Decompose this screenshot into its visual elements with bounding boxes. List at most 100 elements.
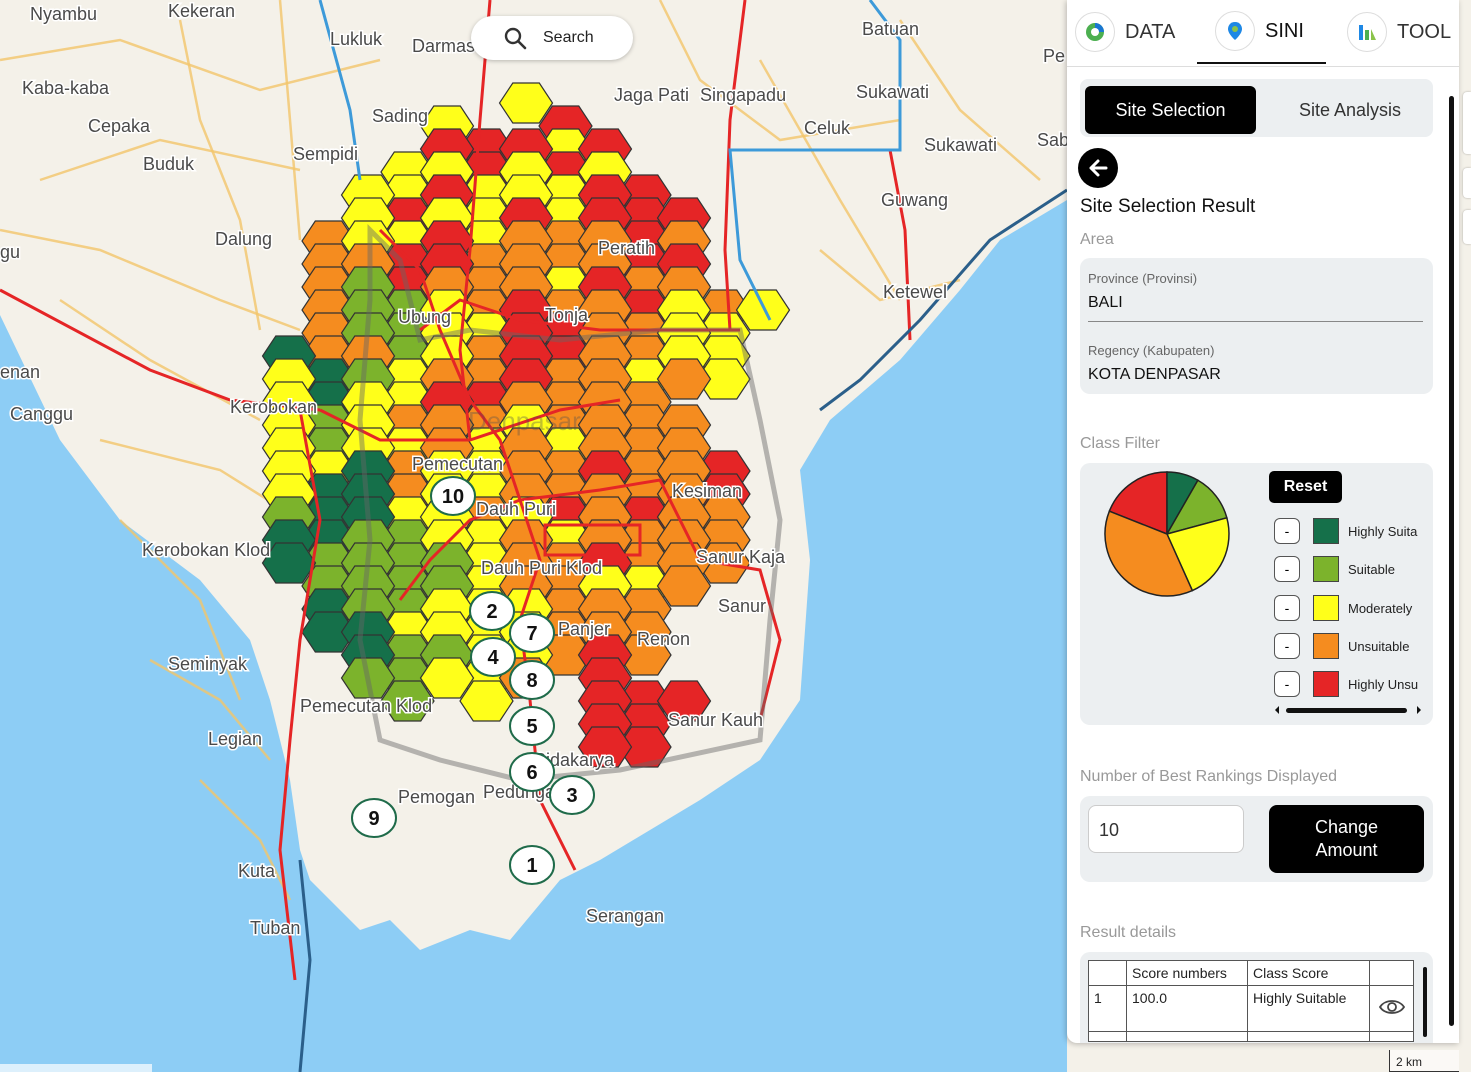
reset-button[interactable]: Reset xyxy=(1269,471,1342,503)
place-label: Seminyak xyxy=(168,654,248,674)
hexagon-cell[interactable] xyxy=(380,680,435,722)
hexagon-cell[interactable] xyxy=(340,657,396,699)
rank-marker[interactable]: 2 xyxy=(469,591,515,631)
class-toggle-button[interactable]: - xyxy=(1274,671,1300,697)
legend-scrollbar[interactable] xyxy=(1273,705,1423,715)
place-label: Kaba-kaba xyxy=(22,78,110,98)
place-label: Canggu xyxy=(10,404,73,424)
rank-marker[interactable]: 7 xyxy=(509,613,555,653)
back-button[interactable] xyxy=(1078,148,1118,188)
class-toggle-button[interactable]: - xyxy=(1274,633,1300,659)
rankings-label: Number of Best Rankings Displayed xyxy=(1080,768,1338,785)
hexagon-cell[interactable] xyxy=(577,726,633,768)
tab-tool[interactable]: TOOL xyxy=(1347,0,1451,64)
legend-scrollbar-thumb[interactable] xyxy=(1286,708,1407,713)
marker-badge xyxy=(549,775,595,815)
results-box: Score numbers Class Score 1 100.0 Highly… xyxy=(1080,952,1433,1043)
legend-label: Highly Suita xyxy=(1348,523,1418,539)
place-label: Kesiman xyxy=(672,481,742,501)
rank-marker[interactable]: 5 xyxy=(509,706,555,746)
place-label: Dalung xyxy=(215,229,272,249)
marker-label: 8 xyxy=(526,670,537,692)
rank-marker[interactable]: 9 xyxy=(351,798,397,838)
results-table: Score numbers Class Score 1 100.0 Highly… xyxy=(1088,960,1414,1042)
place-label: gu xyxy=(0,242,20,262)
hexagon-cell[interactable] xyxy=(261,542,317,584)
rank-marker[interactable]: 6 xyxy=(509,752,555,792)
province-field[interactable]: Province (Provinsi) BALI xyxy=(1088,271,1423,322)
place-label: Legian xyxy=(208,729,262,749)
marker-badge xyxy=(470,637,516,677)
road-network xyxy=(0,0,1041,901)
place-label: Batuan xyxy=(862,19,919,39)
marker-badge xyxy=(509,752,555,792)
tab-data-label: DATA xyxy=(1125,20,1176,43)
map-control-stub[interactable] xyxy=(1463,210,1471,244)
view-cell xyxy=(1369,985,1414,1032)
class-toggle-button[interactable]: - xyxy=(1274,556,1300,582)
tab-sini[interactable]: SINI xyxy=(1197,0,1326,64)
marker-badge xyxy=(509,706,555,746)
hexagon-cell[interactable] xyxy=(459,680,514,722)
rankings-input[interactable]: 10 xyxy=(1088,805,1244,853)
table-scrollbar[interactable] xyxy=(1421,955,1429,1043)
place-label: Sanur Kaja xyxy=(696,547,786,567)
province-caption: Province (Provinsi) xyxy=(1088,271,1198,286)
rank-marker[interactable]: 1 xyxy=(509,845,555,885)
rank-marker[interactable]: 10 xyxy=(430,476,476,516)
class-pie-chart xyxy=(1104,471,1230,597)
attribution xyxy=(0,1064,152,1072)
arrow-left-icon xyxy=(1089,159,1108,177)
hexagon-cell[interactable] xyxy=(735,289,791,331)
boundary-line xyxy=(419,298,740,332)
class-toggle-button[interactable]: - xyxy=(1274,595,1300,621)
legend-label: Highly Unsu xyxy=(1348,676,1419,692)
hexagon-cell[interactable] xyxy=(419,657,475,699)
marker-label: 1 xyxy=(526,855,537,877)
place-label: Sab xyxy=(1037,130,1069,150)
regency-field[interactable]: Regency (Kabupaten) KOTA DENPASAR xyxy=(1088,343,1423,393)
road xyxy=(0,228,301,332)
boundary-line xyxy=(543,523,642,557)
table-scrollbar-thumb[interactable] xyxy=(1423,967,1427,1037)
hexagon-cell[interactable] xyxy=(498,82,554,124)
province-value: BALI xyxy=(1088,294,1423,322)
class-toggle-button[interactable]: - xyxy=(1274,518,1300,544)
rank-marker[interactable]: 4 xyxy=(470,637,516,677)
hexagon-cell[interactable] xyxy=(656,358,712,400)
road xyxy=(758,59,902,301)
road xyxy=(278,0,302,241)
tab-data[interactable]: DATA xyxy=(1075,0,1175,64)
place-label: Cepaka xyxy=(88,116,151,136)
site-analysis-button[interactable]: Site Analysis xyxy=(1298,99,1402,120)
tab-sini-label: SINI xyxy=(1265,19,1304,42)
site-selection-button[interactable]: Site Selection xyxy=(1085,86,1256,134)
row-cell xyxy=(1088,1031,1127,1042)
search-button[interactable]: Search xyxy=(471,16,633,60)
col-view-header xyxy=(1369,960,1414,986)
eye-icon[interactable] xyxy=(1378,997,1406,1017)
boundary-line xyxy=(0,288,321,412)
col-class-header: Class Score xyxy=(1247,960,1370,986)
tool-chart-icon xyxy=(1347,12,1387,52)
road xyxy=(658,0,901,142)
map-control-stub[interactable] xyxy=(1463,168,1471,198)
place-label: Ketewel xyxy=(883,282,947,302)
legend-label: Suitable xyxy=(1348,561,1395,577)
rank-marker[interactable]: 3 xyxy=(549,775,595,815)
change-amount-button[interactable]: Change Amount xyxy=(1269,805,1424,873)
panel-scrollbar[interactable] xyxy=(1447,86,1457,1036)
place-label: Sempidi xyxy=(293,144,358,164)
road xyxy=(819,249,961,302)
hexagon-cell[interactable] xyxy=(656,565,712,607)
table-row[interactable]: 1 100.0 Highly Suitable xyxy=(1088,985,1414,1032)
side-panel: DATA SINI TOOL Site Selection Site Analy… xyxy=(1067,0,1459,1043)
rank-marker[interactable]: 8 xyxy=(509,660,555,700)
panel-tabs: DATA SINI TOOL xyxy=(1067,0,1459,67)
rank-markers[interactable]: 1 2 3 4 5 6 7 8 9 10 xyxy=(351,476,595,885)
table-row[interactable] xyxy=(1088,1031,1414,1042)
table-header-row: Score numbers Class Score xyxy=(1088,960,1414,986)
panel-scrollbar-thumb[interactable] xyxy=(1449,96,1454,1026)
hexagon-cell[interactable] xyxy=(656,680,712,722)
map-control-stub[interactable] xyxy=(1463,92,1471,154)
